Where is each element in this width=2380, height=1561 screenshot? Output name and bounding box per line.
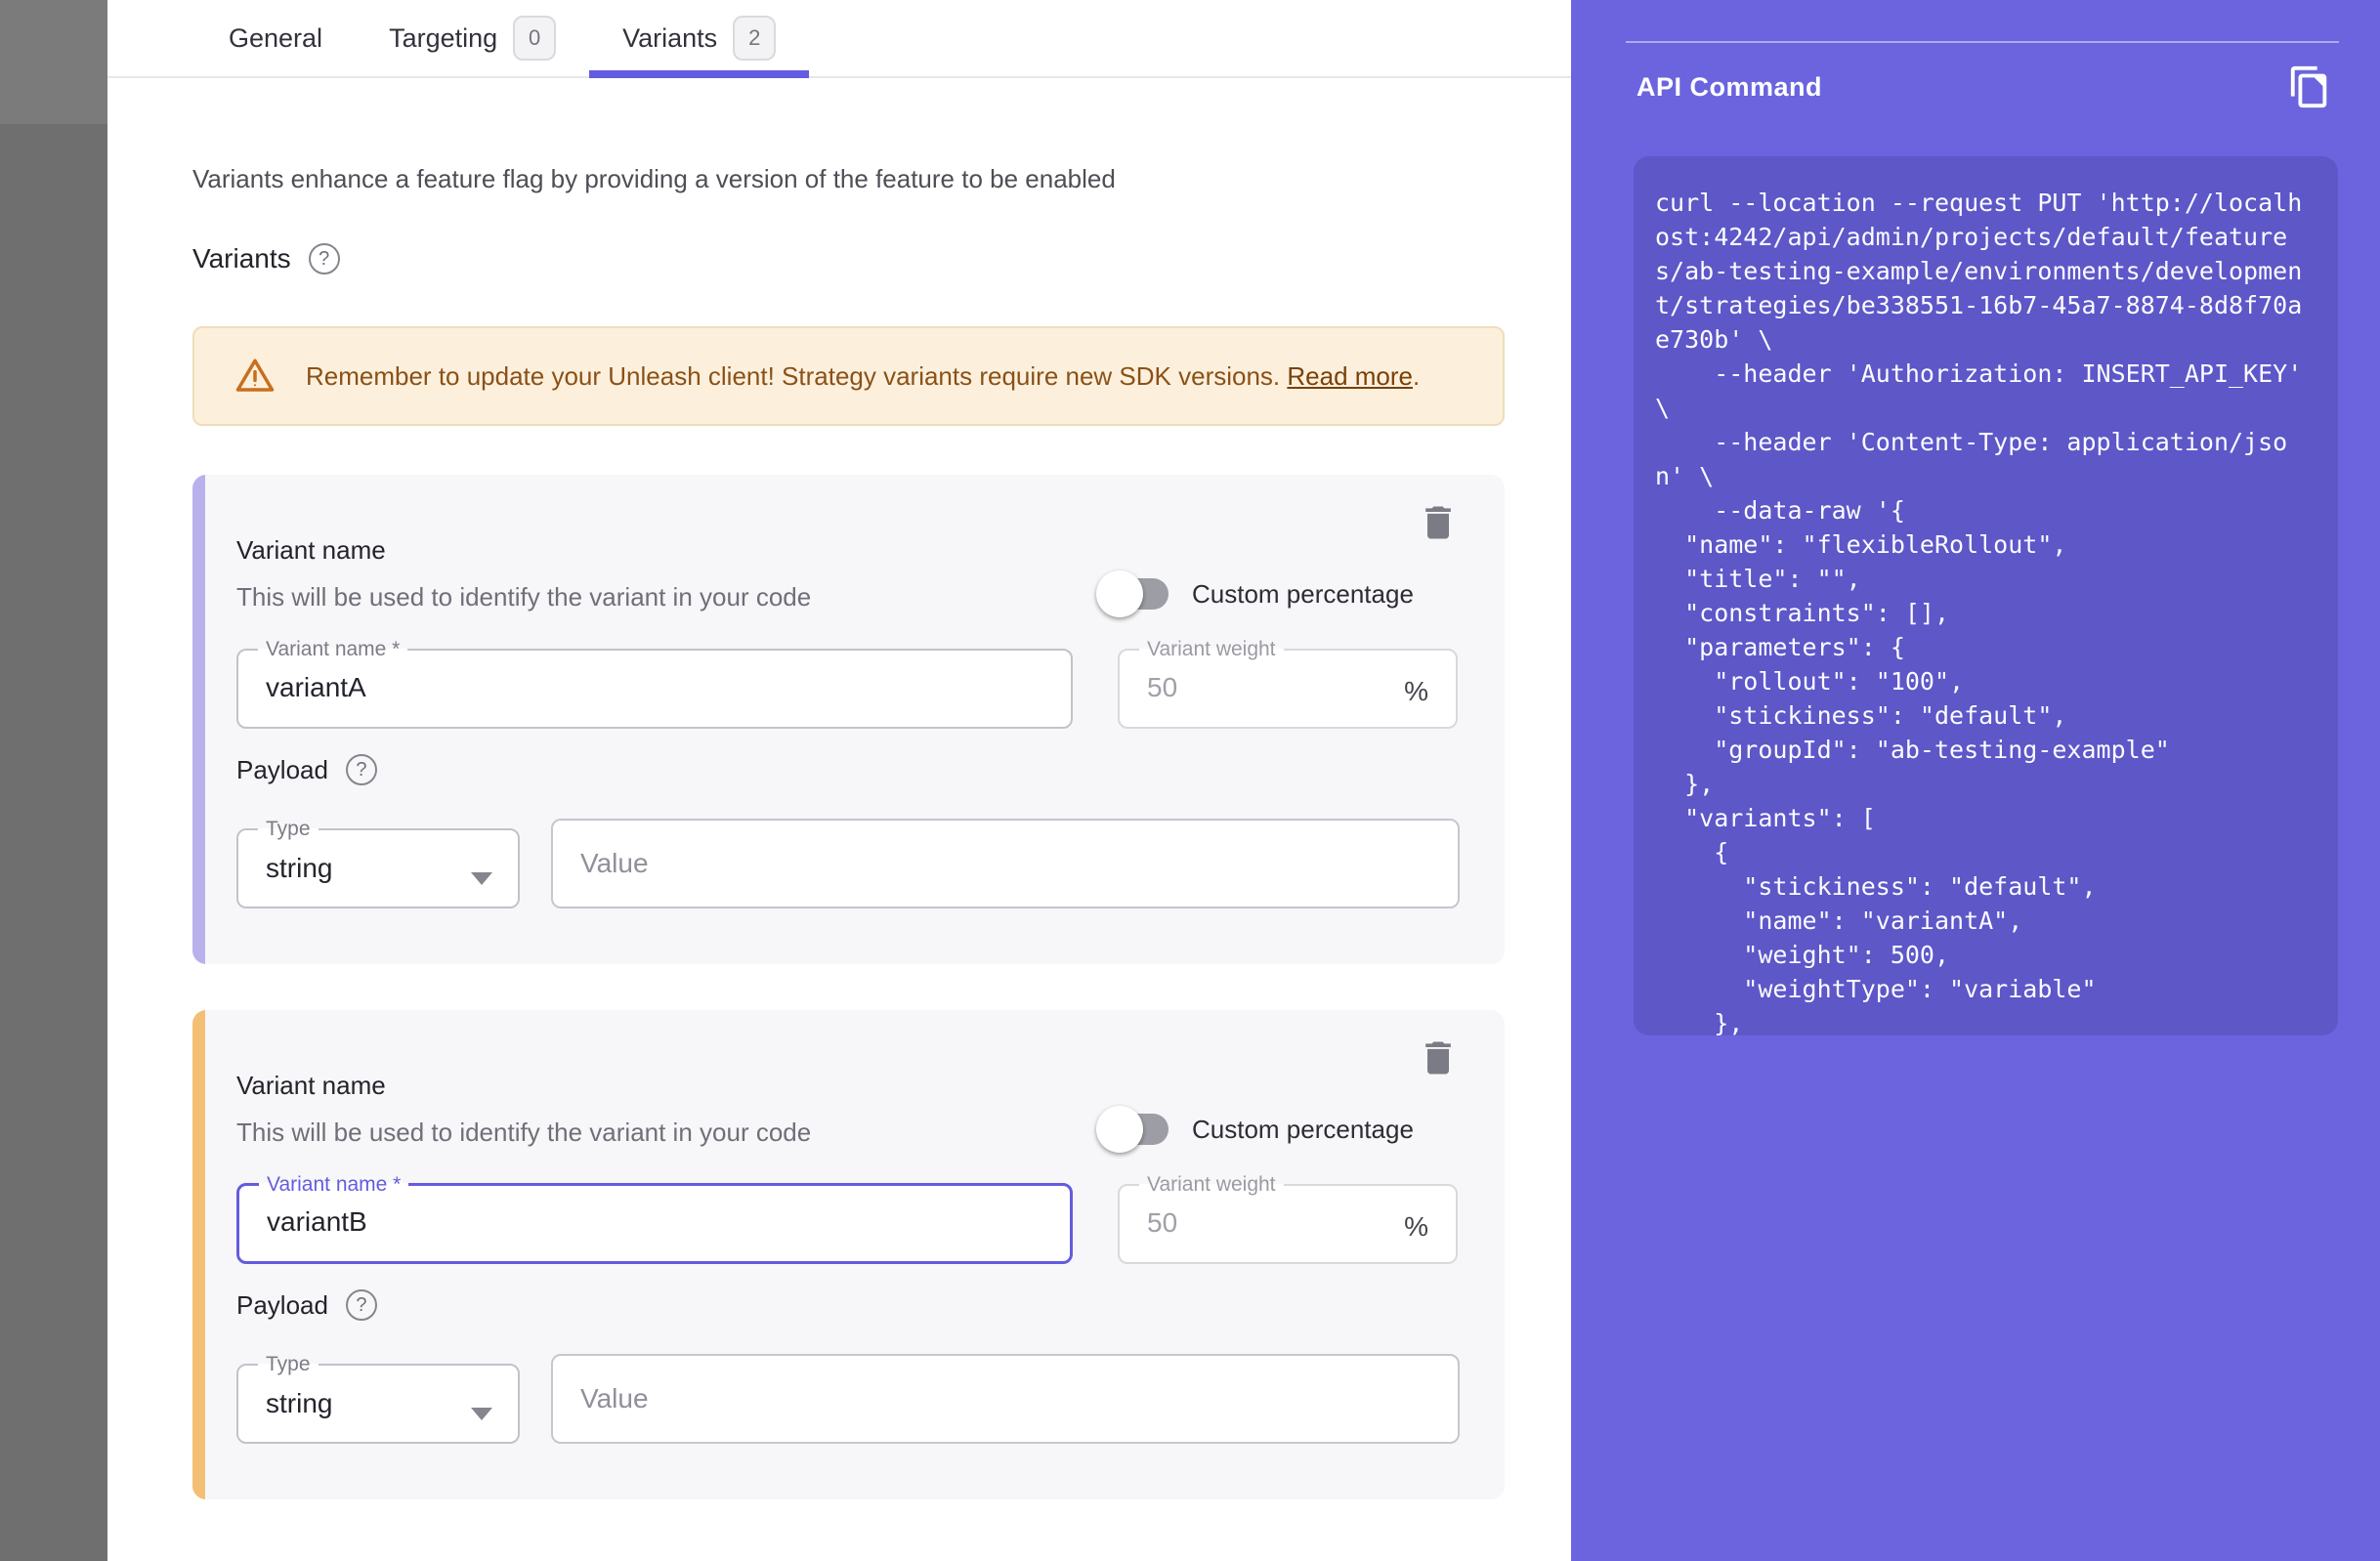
variants-section-title: Variants: [192, 242, 1524, 275]
variant-card-a: Variant name This will be used to identi…: [192, 475, 1505, 964]
toggle-knob: [1096, 570, 1143, 617]
variants-tab-content: Variants enhance a feature flag by provi…: [107, 164, 1571, 1499]
trash-icon: [1425, 506, 1451, 538]
payload-value-input[interactable]: [551, 819, 1460, 908]
warning-text: Remember to update your Unleash client! …: [306, 361, 1420, 392]
name-weight-row: Variant name * Variant weight %: [236, 639, 1458, 729]
payload-value-input[interactable]: [551, 1354, 1460, 1444]
custom-percentage-label: Custom percentage: [1192, 1114, 1414, 1144]
variant-name-input[interactable]: [239, 1189, 1070, 1255]
trash-icon: [1425, 1041, 1451, 1074]
tab-count-badge: 2: [733, 16, 777, 61]
chevron-down-icon: [471, 1408, 492, 1420]
variant-name-input[interactable]: [238, 654, 1071, 721]
help-icon[interactable]: [345, 1289, 377, 1321]
read-more-link[interactable]: Read more: [1287, 360, 1413, 391]
payload-heading: Payload: [236, 754, 377, 785]
percent-sign: %: [1404, 1210, 1428, 1242]
tab-bar: General Targeting 0 Variants 2: [107, 0, 1571, 78]
tab-targeting[interactable]: Targeting 0: [356, 0, 589, 76]
variant-name-fieldset-focused: Variant name *: [236, 1174, 1073, 1264]
help-icon[interactable]: [308, 243, 340, 274]
payload-label: Payload: [236, 1289, 328, 1320]
variant-weight-input: [1120, 1189, 1456, 1256]
copy-icon: [2290, 65, 2327, 107]
custom-percentage-label: Custom percentage: [1192, 578, 1414, 609]
percent-sign: %: [1404, 675, 1428, 706]
warning-period: .: [1413, 360, 1421, 391]
tab-label: Variants: [622, 22, 718, 53]
tab-general[interactable]: General: [195, 0, 356, 76]
dimmed-page-header: [0, 0, 107, 124]
curl-command-block: curl --location --request PUT 'http://lo…: [1634, 156, 2338, 1035]
payload-type-value: string: [266, 853, 333, 883]
payload-label: Payload: [236, 754, 328, 784]
name-weight-row: Variant name * Variant weight %: [236, 1174, 1458, 1264]
payload-row: Type string: [236, 1354, 1460, 1444]
custom-percentage-toggle[interactable]: [1096, 1106, 1172, 1153]
variant-name-heading: Variant name: [236, 535, 386, 565]
api-command-title: API Command: [1636, 72, 1823, 102]
delete-variant-button[interactable]: [1415, 500, 1462, 547]
panel-divider: [1626, 41, 2339, 43]
payload-type-label: Type: [266, 818, 311, 840]
variant-card-b: Variant name This will be used to identi…: [192, 1010, 1505, 1499]
sdk-warning-banner: Remember to update your Unleash client! …: [192, 326, 1505, 426]
tab-count-badge: 0: [513, 16, 557, 61]
chevron-down-icon: [471, 872, 492, 885]
api-command-panel: API Command curl --location --request PU…: [1571, 0, 2380, 1561]
tab-variants[interactable]: Variants 2: [589, 0, 810, 78]
payload-row: Type string: [236, 819, 1460, 908]
curl-command-text: curl --location --request PUT 'http://lo…: [1655, 189, 2303, 1035]
section-title-text: Variants: [192, 243, 291, 274]
custom-percentage-row: Custom percentage: [1096, 570, 1414, 617]
custom-percentage-row: Custom percentage: [1096, 1106, 1414, 1153]
variant-weight-fieldset: Variant weight %: [1118, 639, 1458, 729]
payload-type-label: Type: [266, 1353, 311, 1375]
tab-label: General: [229, 22, 323, 53]
tab-label: Targeting: [389, 22, 498, 53]
variant-name-heading: Variant name: [236, 1071, 386, 1100]
edit-strategy-modal: General Targeting 0 Variants 2 Variants …: [107, 0, 1571, 1561]
warning-triangle-icon: [235, 359, 275, 392]
payload-type-value: string: [266, 1388, 333, 1418]
copy-command-button[interactable]: [2284, 61, 2335, 115]
payload-heading: Payload: [236, 1289, 377, 1321]
variant-weight-input: [1120, 654, 1456, 721]
dimmed-page-backdrop: [0, 124, 107, 1561]
variant-weight-fieldset: Variant weight %: [1118, 1174, 1458, 1264]
delete-variant-button[interactable]: [1415, 1035, 1462, 1082]
help-icon[interactable]: [345, 754, 377, 785]
variants-description: Variants enhance a feature flag by provi…: [192, 164, 1116, 193]
warning-message: Remember to update your Unleash client! …: [306, 360, 1288, 391]
custom-percentage-toggle[interactable]: [1096, 570, 1172, 617]
variant-name-subtitle: This will be used to identify the varian…: [236, 1118, 812, 1147]
payload-type-select[interactable]: Type string: [236, 819, 520, 908]
payload-type-select[interactable]: Type string: [236, 1354, 520, 1444]
toggle-knob: [1096, 1106, 1143, 1153]
variant-name-subtitle: This will be used to identify the varian…: [236, 582, 812, 612]
variant-name-fieldset: Variant name *: [236, 639, 1073, 729]
